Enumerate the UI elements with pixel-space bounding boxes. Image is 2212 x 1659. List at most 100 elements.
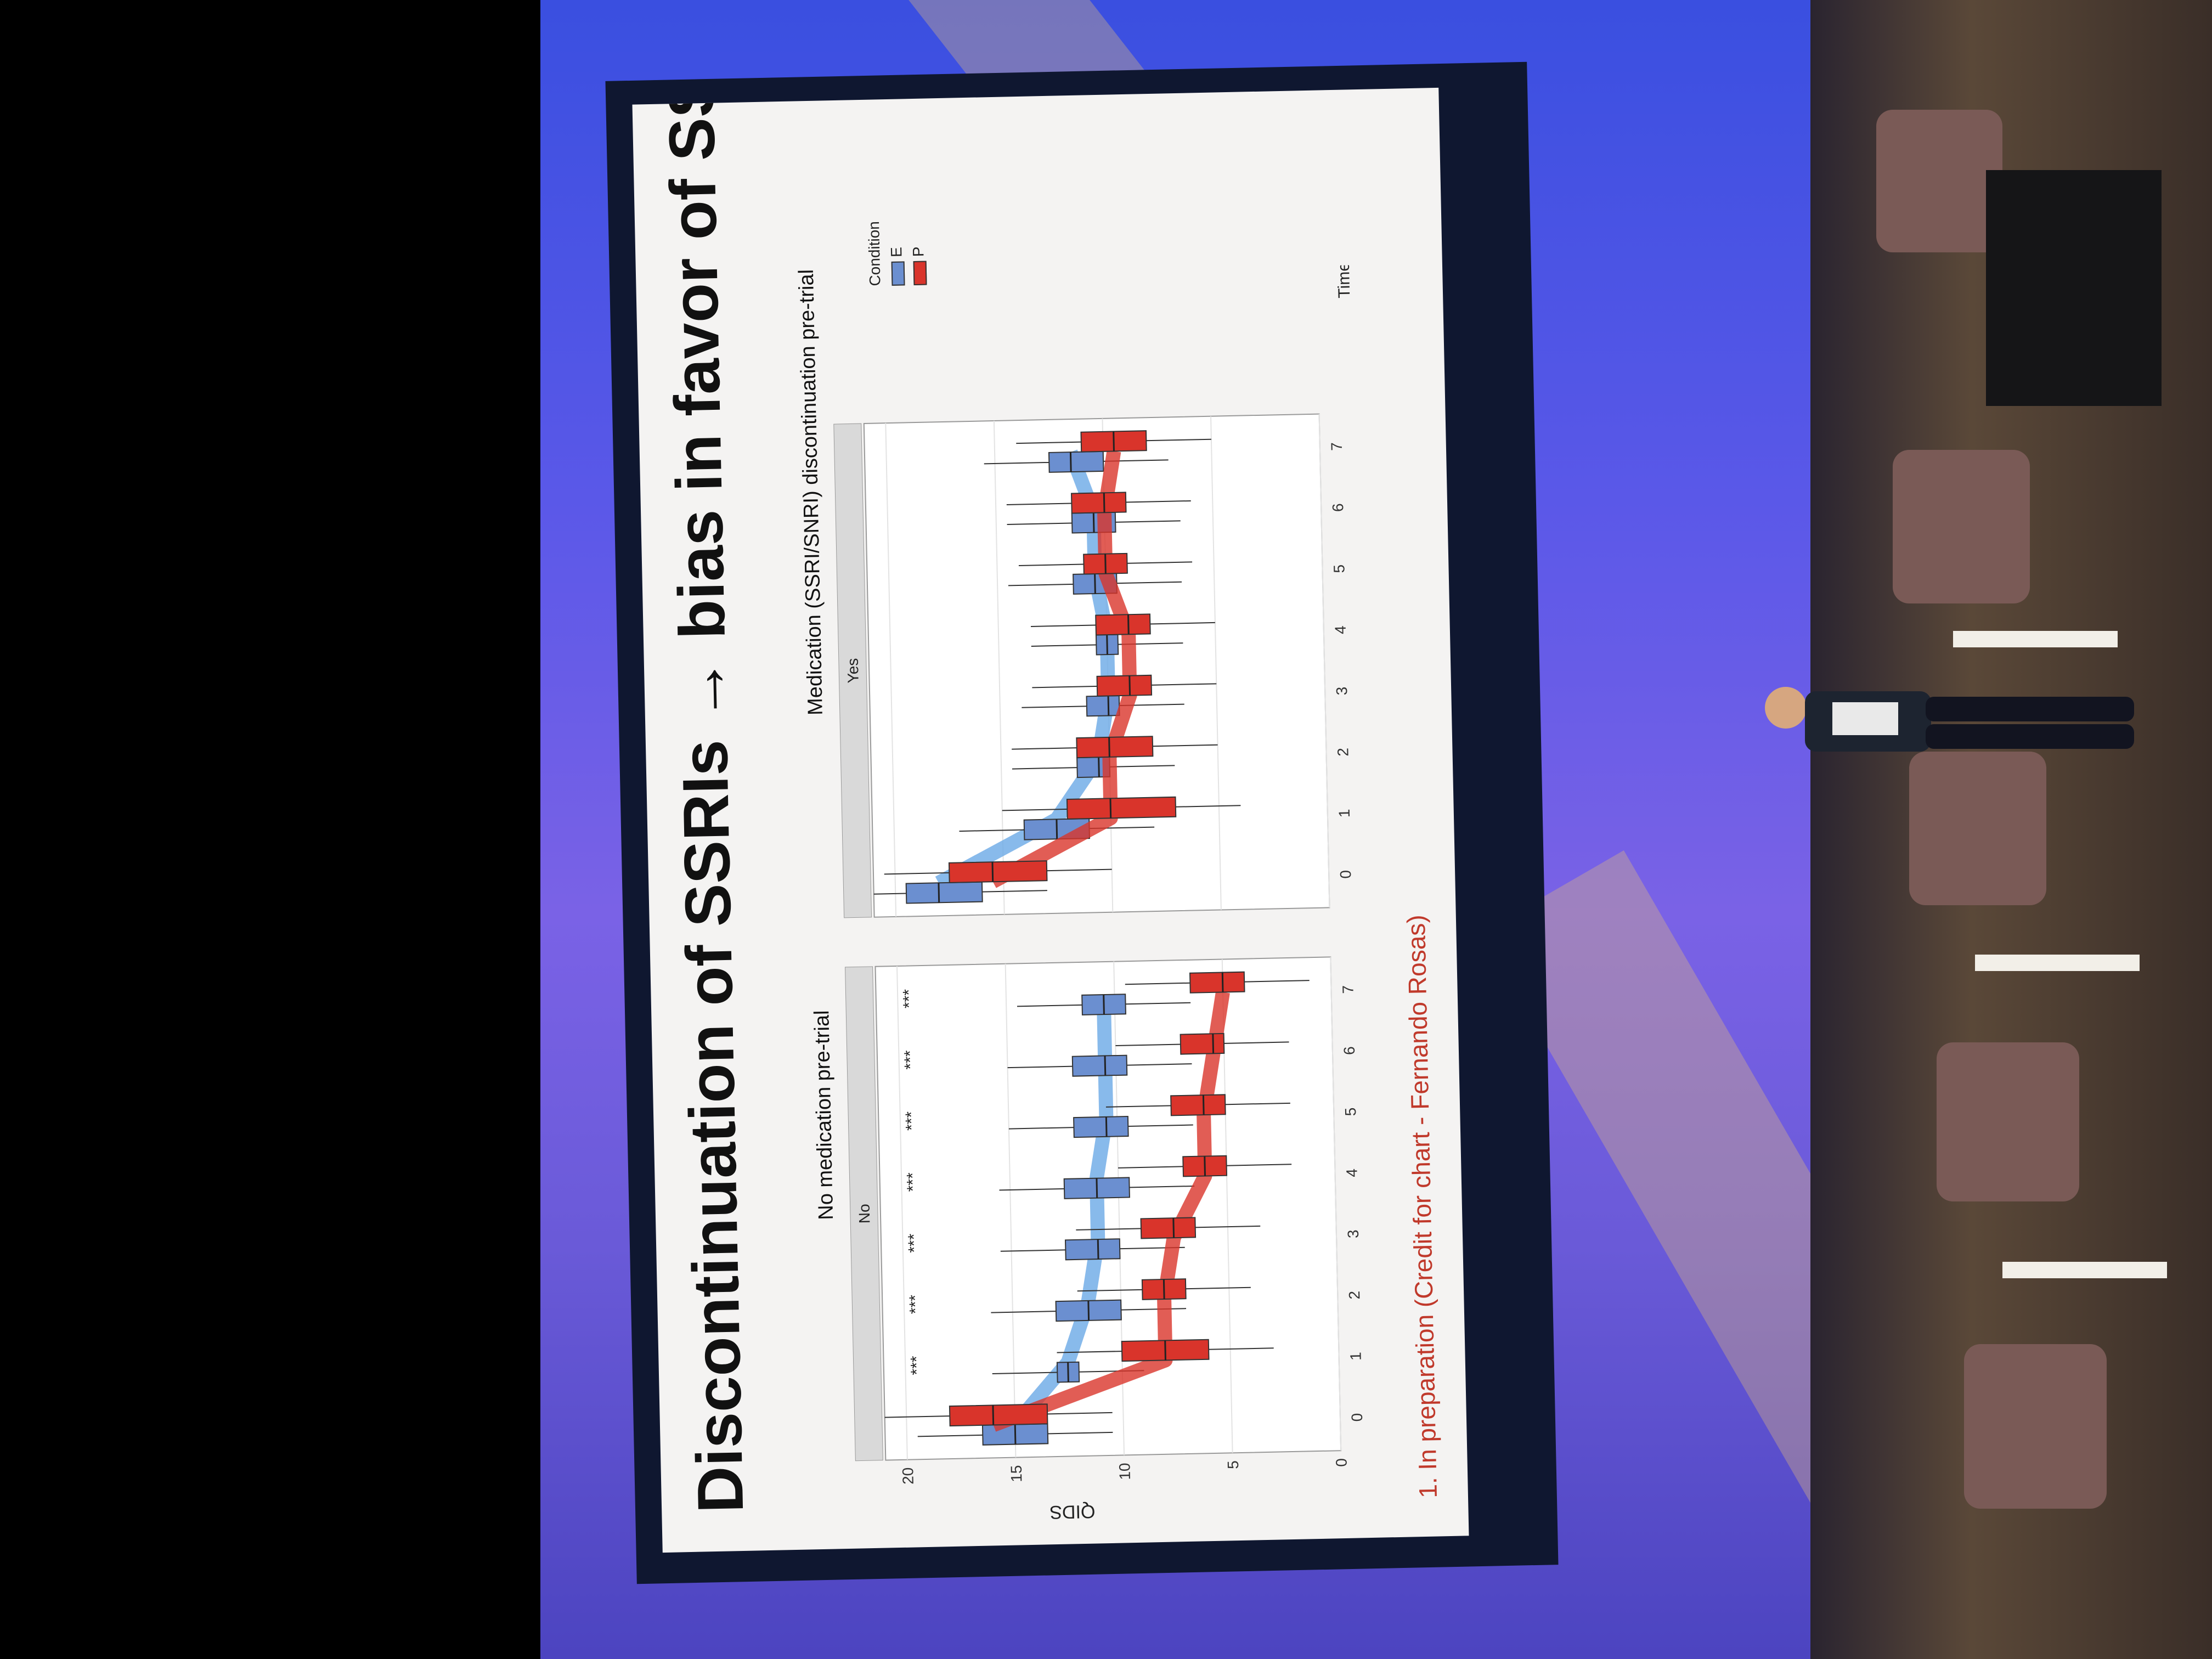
gridline bbox=[1210, 416, 1222, 910]
x-tick-label: 5 bbox=[1342, 1107, 1359, 1116]
y-axis-label: QIDS bbox=[1049, 1501, 1096, 1523]
box-p bbox=[1070, 492, 1127, 514]
x-tick-label: 4 bbox=[1332, 625, 1349, 634]
x-tick-label: 7 bbox=[1339, 985, 1356, 994]
x-tick-label: 1 bbox=[1347, 1352, 1364, 1361]
stage-side-table bbox=[2002, 1262, 2167, 1278]
legend-label-e: E bbox=[888, 246, 905, 258]
facet-strip-label: No bbox=[856, 1204, 873, 1223]
gridline bbox=[896, 966, 908, 1460]
box-median bbox=[992, 1405, 995, 1425]
y-tick-label: 10 bbox=[1116, 1463, 1133, 1480]
box-median bbox=[1092, 512, 1095, 533]
box-p bbox=[1096, 674, 1153, 697]
significance-marker: *** bbox=[901, 1050, 920, 1070]
panel-no-medication: No 0 5 10 15 20 0 1 2 3 4 5 6 7 *** *** *** *** *** *** *** bbox=[845, 956, 1365, 1485]
chart-legend: Condition E P bbox=[865, 220, 928, 286]
box-p bbox=[1140, 1217, 1197, 1239]
significance-marker: *** bbox=[907, 1356, 926, 1375]
significance-marker: *** bbox=[900, 989, 918, 1008]
stage-chair bbox=[1876, 110, 2002, 252]
box-median bbox=[1109, 798, 1112, 819]
speaker-lectern bbox=[1986, 170, 2162, 406]
box-p bbox=[1076, 736, 1154, 759]
slide-footnote: 1. In preparation (Credit for chart - Fe… bbox=[1401, 914, 1443, 1499]
x-tick-label: 5 bbox=[1330, 565, 1347, 573]
y-tick-label: 15 bbox=[1008, 1465, 1025, 1482]
box-median bbox=[991, 862, 994, 882]
gridline bbox=[1005, 963, 1017, 1458]
box-p bbox=[949, 1403, 1048, 1427]
box-median bbox=[1107, 696, 1110, 716]
gridline bbox=[1318, 414, 1330, 908]
x-tick-label: 3 bbox=[1333, 686, 1350, 695]
speaker-person bbox=[1765, 687, 2134, 752]
box-median bbox=[1094, 574, 1096, 594]
box-p bbox=[1066, 796, 1177, 820]
x-tick-label: 0 bbox=[1337, 870, 1354, 879]
box-p bbox=[1170, 1094, 1226, 1116]
box-e bbox=[1086, 695, 1120, 717]
box-median bbox=[1105, 1116, 1108, 1137]
box-median bbox=[1172, 1218, 1175, 1238]
y-tick-label: 20 bbox=[899, 1467, 917, 1485]
box-median bbox=[1221, 972, 1224, 992]
x-tick-label: 6 bbox=[1341, 1046, 1358, 1055]
box-p bbox=[1189, 971, 1245, 994]
gridline bbox=[993, 420, 1005, 915]
box-median bbox=[1087, 1300, 1090, 1321]
x-tick-label: 6 bbox=[1329, 503, 1346, 512]
box-e bbox=[1048, 450, 1104, 473]
box-e bbox=[1064, 1238, 1121, 1261]
box-median bbox=[1106, 635, 1108, 655]
significance-marker: *** bbox=[906, 1294, 925, 1314]
x-tick-label: 0 bbox=[1348, 1413, 1365, 1421]
box-p bbox=[948, 860, 1048, 883]
stage-chair bbox=[1964, 1344, 2107, 1509]
box-median bbox=[1202, 1095, 1205, 1115]
significance-marker: *** bbox=[905, 1233, 924, 1253]
significance-marker: *** bbox=[904, 1172, 922, 1192]
gridline bbox=[1330, 957, 1342, 1451]
plot-area bbox=[863, 413, 1330, 918]
legend-item-p: P bbox=[909, 220, 928, 286]
boxplot-chart: No0510152001234567********************* … bbox=[833, 265, 1365, 1523]
box-median bbox=[1164, 1340, 1166, 1361]
box-e bbox=[1071, 1054, 1128, 1077]
x-tick-label: 1 bbox=[1336, 809, 1353, 817]
stage-chair bbox=[1909, 752, 2046, 905]
box-e bbox=[1073, 1116, 1129, 1138]
box-p bbox=[1180, 1032, 1225, 1055]
panel-right-title: Medication (SSRI/SNRI) discontinuation p… bbox=[794, 269, 827, 716]
presentation-slide: Discontinuation of SSRIs → bias in favor… bbox=[632, 87, 1469, 1553]
facet-strip bbox=[833, 423, 872, 918]
legend-item-e: E bbox=[887, 221, 906, 286]
x-tick-label: 2 bbox=[1346, 1291, 1363, 1300]
stage-chair bbox=[1937, 1042, 2079, 1201]
facet-strip-label: Yes bbox=[844, 658, 862, 683]
x-axis-label: Time bbox=[1335, 265, 1353, 298]
stage-side-table bbox=[1953, 631, 2118, 647]
box-median bbox=[1108, 737, 1110, 757]
x-tick-label: 3 bbox=[1345, 1229, 1362, 1238]
stage-chair bbox=[1893, 450, 2030, 603]
panel-discontinuation: Yes 0 1 2 3 4 5 6 7 bbox=[833, 413, 1354, 918]
x-tick-label: 2 bbox=[1334, 748, 1351, 757]
box-median bbox=[1104, 554, 1107, 574]
box-median bbox=[1067, 1362, 1069, 1383]
stage-side-table bbox=[1975, 955, 2140, 971]
x-tick-label: 7 bbox=[1328, 442, 1345, 451]
y-tick-label: 5 bbox=[1224, 1460, 1242, 1469]
significance-marker: *** bbox=[902, 1111, 921, 1131]
slide-title: Discontinuation of SSRIs → bias in favor… bbox=[653, 87, 758, 1514]
y-tick-label: 0 bbox=[1333, 1458, 1350, 1467]
panel-left-title: No medication pre-trial bbox=[810, 1010, 838, 1221]
box-median bbox=[1069, 452, 1072, 472]
box-p bbox=[1095, 613, 1151, 636]
box-e bbox=[905, 881, 983, 904]
box-median bbox=[1212, 1034, 1215, 1054]
gridline bbox=[885, 423, 897, 917]
slide-content: Discontinuation of SSRIs → bias in favor… bbox=[633, 88, 1469, 1553]
legend-title: Condition bbox=[865, 221, 884, 286]
